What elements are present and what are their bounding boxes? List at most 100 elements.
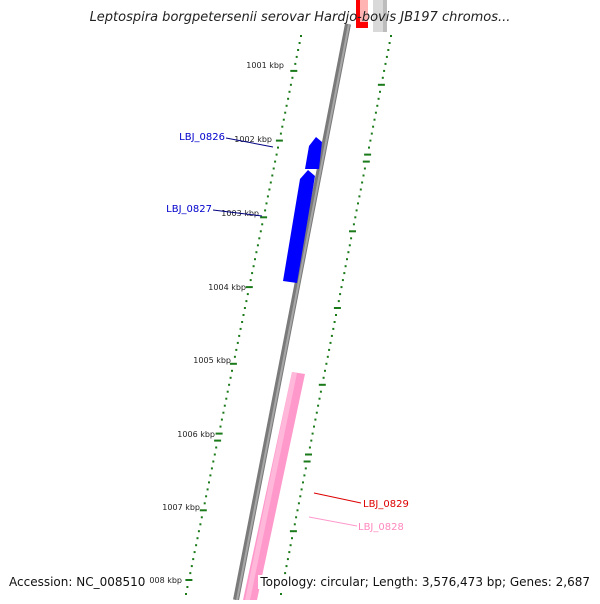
forward-track-minor-tick (258, 237, 261, 240)
forward-track-minor-tick (239, 327, 242, 330)
reverse-track-minor-tick (325, 362, 328, 365)
reverse-track-major-tick (289, 530, 297, 533)
forward-track-minor-tick (231, 369, 233, 372)
top-partial-features (356, 0, 387, 32)
connector-lbj-0829 (313, 492, 362, 504)
forward-track-minor-tick (235, 348, 238, 351)
forward-track-minor-tick (205, 495, 208, 498)
backbone-highlight (236, 23, 350, 601)
forward-track-minor-tick (197, 530, 200, 533)
gene-label-lbj-0827[interactable]: LBJ_0827 (166, 204, 212, 215)
reverse-track-major-tick (318, 383, 326, 386)
gene-label-lbj-0826[interactable]: LBJ_0826 (179, 132, 225, 143)
forward-track-minor-tick (251, 272, 254, 275)
reverse-track-minor-tick (297, 502, 300, 505)
reverse-track-major-tick (362, 160, 370, 163)
reverse-track-minor-tick (300, 488, 303, 491)
reverse-track-minor-tick (359, 188, 362, 191)
forward-track-minor-tick (282, 118, 285, 121)
forward-track-minor-tick (233, 355, 236, 358)
forward-track-major-tick (229, 362, 237, 365)
tick-label-1002: 1002 kbp (234, 135, 272, 144)
forward-track-minor-tick (264, 209, 267, 212)
forward-track-minor-tick (195, 544, 198, 547)
gene-lbj-0826[interactable] (305, 137, 322, 169)
forward-track-minor-tick (268, 188, 271, 191)
reverse-track-major-tick (364, 153, 372, 156)
forward-track-minor-tick (259, 230, 262, 233)
reverse-track-minor-tick (361, 181, 364, 184)
reverse-track-minor-tick (332, 327, 335, 330)
reverse-track-minor-tick (354, 216, 357, 219)
reverse-track-minor-tick (326, 355, 329, 358)
reverse-track-minor-tick (304, 467, 307, 470)
backbone (233, 23, 351, 601)
forward-track-minor-tick (228, 383, 231, 386)
reverse-track-minor-tick (372, 125, 375, 128)
reverse-track-minor-tick (286, 558, 289, 561)
reverse-track-minor-tick (343, 272, 346, 275)
partial-pink-feature[interactable] (360, 0, 368, 22)
forward-track-minor-tick (206, 488, 209, 491)
forward-track-minor-tick (252, 265, 255, 268)
forward-track-minor-tick (212, 460, 215, 463)
reverse-track-major-tick (349, 230, 356, 233)
forward-track-minor-tick (203, 502, 206, 505)
connector-lbj-0827 (212, 209, 263, 217)
sequence-summary: Topology: circular; Length: 3,576,473 bp… (258, 575, 590, 589)
forward-track-minor-tick (209, 474, 212, 477)
forward-track-major-tick (185, 579, 193, 581)
forward-track-major-tick (245, 286, 253, 289)
reverse-track-minor-tick (390, 35, 392, 37)
forward-track-minor-tick (225, 397, 228, 400)
forward-track-major-tick (260, 216, 268, 219)
forward-track-minor-tick (219, 425, 222, 428)
forward-track-minor-tick (238, 334, 241, 337)
reverse-track-minor-tick (335, 314, 337, 316)
reverse-track-minor-tick (374, 111, 377, 114)
reverse-track-minor-tick (328, 348, 331, 351)
reverse-track-minor-tick (299, 495, 302, 498)
reverse-track-minor-tick (346, 258, 348, 261)
forward-track-minor-tick (210, 467, 213, 470)
gene-label-lbj-0828[interactable]: LBJ_0828 (358, 522, 404, 533)
reverse-track-minor-tick (293, 523, 296, 526)
forward-track-minor-tick (271, 174, 274, 177)
tick-label-1005: 1005 kbp (193, 356, 231, 365)
forward-track-minor-tick (223, 404, 226, 407)
reverse-track-minor-tick (302, 481, 304, 484)
forward-track-minor-tick (289, 83, 292, 86)
reverse-track-minor-tick (317, 404, 320, 407)
sequence-title: Leptospira borgpetersenii serovar Hardjo… (89, 10, 511, 25)
forward-track-minor-tick (256, 244, 259, 247)
forward-track-minor-tick (297, 49, 300, 51)
tick-label-1004: 1004 kbp (208, 283, 246, 292)
tick-label-1007: 1007 kbp (162, 503, 200, 512)
forward-track-minor-tick (294, 62, 297, 65)
forward-track-minor-tick (220, 418, 223, 421)
forward-track-minor-tick (288, 90, 291, 93)
reverse-track-minor-tick (337, 300, 340, 303)
gene-label-lbj-0829[interactable]: LBJ_0829 (363, 499, 409, 510)
reverse-track-minor-tick (303, 474, 306, 477)
reverse-track-minor-tick (350, 237, 353, 240)
reverse-track-minor-tick (383, 69, 386, 72)
forward-genes (283, 137, 322, 283)
reverse-track-minor-tick (324, 369, 326, 372)
reverse-track-minor-tick (370, 132, 373, 135)
reverse-track-minor-tick (381, 76, 384, 79)
reverse-track-major-tick (333, 307, 341, 309)
forward-tick-track (185, 35, 302, 595)
reverse-track-minor-tick (319, 390, 322, 393)
forward-track-minor-tick (226, 390, 229, 393)
forward-track-minor-tick (255, 251, 258, 254)
reverse-track-minor-tick (358, 195, 361, 198)
reverse-track-minor-tick (373, 118, 376, 121)
reverse-track-minor-tick (308, 446, 311, 449)
reverse-track-minor-tick (315, 411, 318, 414)
reverse-track-minor-tick (295, 516, 298, 519)
gene-lbj-0827[interactable] (283, 170, 315, 283)
forward-track-minor-tick (200, 516, 203, 519)
